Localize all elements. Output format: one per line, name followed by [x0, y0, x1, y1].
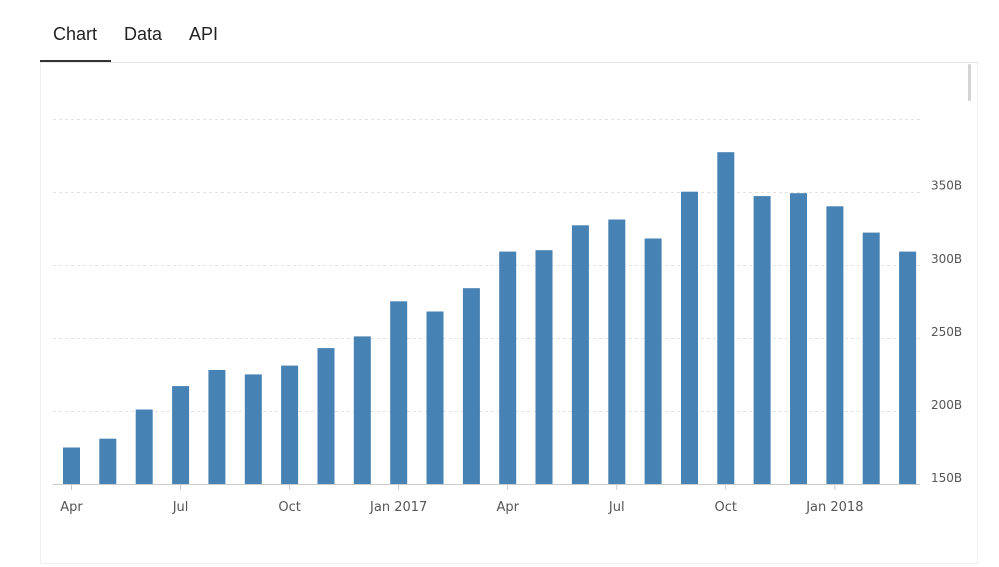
bar-mar-2018[interactable] — [899, 251, 917, 484]
x-tick-label: Jul — [608, 500, 625, 515]
bar-sep-2016[interactable] — [244, 374, 262, 484]
bar-sep-2017[interactable] — [681, 191, 698, 484]
bar-oct-2017[interactable] — [717, 152, 735, 484]
bar-may-2016[interactable] — [99, 438, 117, 484]
x-tick-label: Oct — [278, 500, 300, 515]
tab-divider — [40, 62, 978, 63]
x-axis: Apr Jul Oct Jan 2017 Apr Jul Oct Jan 2018 — [60, 484, 863, 515]
x-tick-label: Jul — [172, 500, 189, 515]
bar-apr-2017[interactable] — [499, 251, 517, 484]
bar-oct-2016[interactable] — [281, 365, 299, 484]
bar-jun-2017[interactable] — [571, 225, 589, 485]
y-tick-label: 250B — [931, 325, 962, 339]
y-tick-label: 350B — [931, 179, 962, 193]
bar-jun-2016[interactable] — [135, 409, 153, 485]
bar-feb-2017[interactable] — [426, 311, 444, 485]
bar-mar-2017[interactable] — [462, 288, 480, 484]
bar-feb-2018[interactable] — [862, 232, 880, 484]
tab-bar: Chart Data API — [40, 16, 232, 63]
bar-dec-2016[interactable] — [353, 336, 371, 484]
bar-jul-2017[interactable] — [608, 219, 626, 485]
y-tick-label: 200B — [931, 398, 962, 412]
tab-api[interactable]: API — [189, 24, 219, 44]
bar-nov-2017[interactable] — [753, 196, 771, 484]
tab-chart[interactable]: Chart — [40, 16, 112, 63]
bar-apr-2016[interactable] — [63, 447, 80, 485]
x-tick-label: Apr — [496, 500, 519, 515]
x-tick-label: Jan 2018 — [805, 500, 863, 515]
y-tick-label: 300B — [931, 252, 962, 266]
bar-nov-2016[interactable] — [317, 348, 335, 484]
bar-dec-2017[interactable] — [790, 193, 807, 484]
bar-jul-2016[interactable] — [172, 386, 190, 484]
bar-may-2017[interactable] — [535, 250, 553, 484]
gridlines — [53, 119, 920, 485]
y-axis: 150B 200B 250B 300B 350B — [931, 179, 962, 485]
x-tick-label: Oct — [715, 500, 737, 515]
bar-aug-2017[interactable] — [644, 238, 662, 485]
tab-data[interactable]: Data — [124, 24, 163, 44]
bar-jan-2018[interactable] — [826, 206, 844, 485]
bar-aug-2016[interactable] — [208, 370, 226, 484]
bar-jan-2017[interactable] — [390, 301, 408, 484]
bars — [63, 152, 917, 485]
scrollbar-thumb[interactable] — [968, 64, 971, 101]
x-tick-label: Jan 2017 — [369, 500, 427, 515]
x-tick-label: Apr — [60, 500, 83, 515]
y-tick-label: 150B — [931, 471, 962, 485]
chart-panel — [40, 63, 978, 564]
